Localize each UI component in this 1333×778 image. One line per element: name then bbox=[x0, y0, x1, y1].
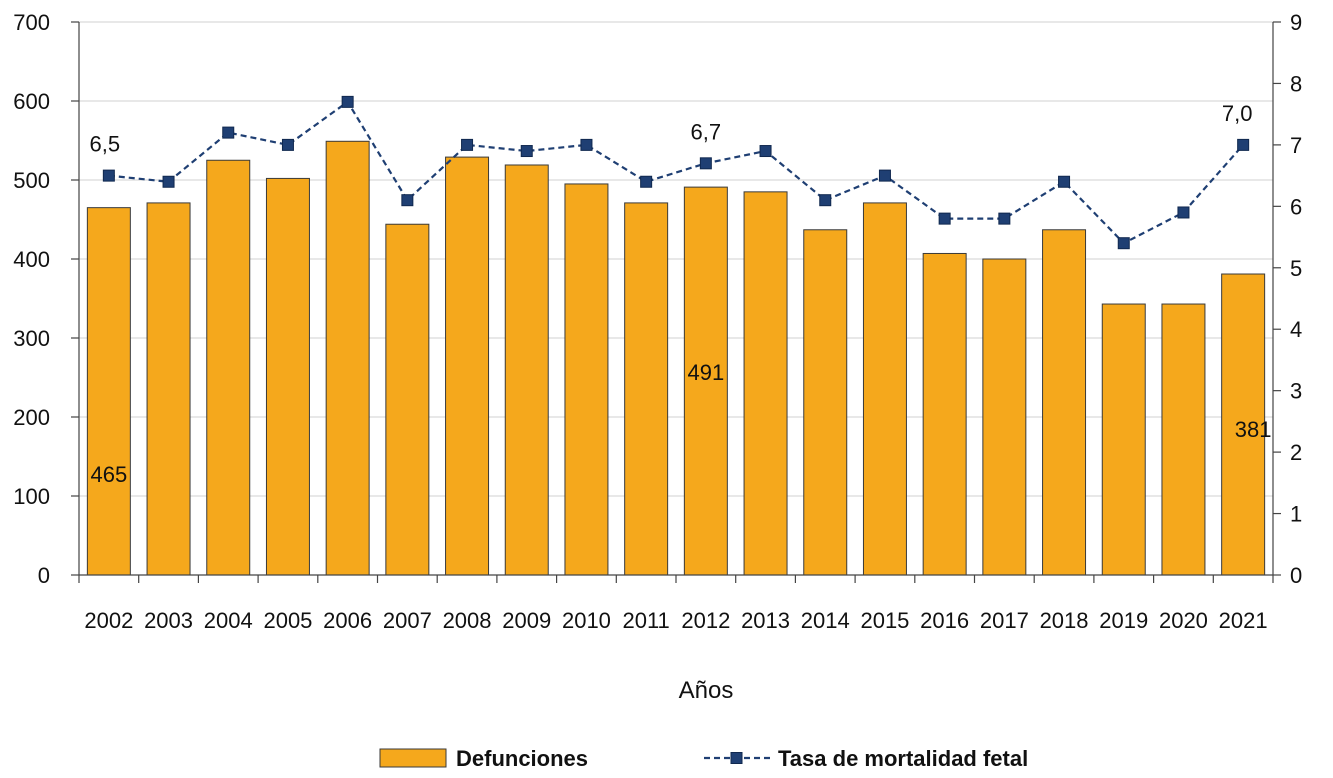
x-tick-label: 2013 bbox=[741, 608, 790, 633]
bar bbox=[1042, 229, 1087, 576]
tasa-marker bbox=[580, 138, 593, 151]
bar bbox=[146, 202, 191, 576]
x-tick-label: 2009 bbox=[502, 608, 551, 633]
left-tick-label: 500 bbox=[13, 168, 50, 193]
bar bbox=[86, 207, 131, 576]
x-tick-label: 2021 bbox=[1219, 608, 1268, 633]
right-tick-label: 5 bbox=[1290, 256, 1302, 281]
tasa-marker bbox=[102, 169, 115, 182]
x-tick-label: 2005 bbox=[263, 608, 312, 633]
tasa-marker bbox=[938, 212, 951, 225]
legend-swatch-defunciones bbox=[379, 748, 447, 768]
tasa-marker bbox=[1058, 175, 1071, 188]
data-label: 465 bbox=[90, 462, 127, 487]
x-tick-label: 2015 bbox=[860, 608, 909, 633]
tasa-marker bbox=[401, 194, 414, 207]
x-tick-label: 2003 bbox=[144, 608, 193, 633]
right-tick-label: 1 bbox=[1290, 502, 1302, 527]
x-tick-label: 2011 bbox=[622, 608, 669, 633]
x-axis-title: Años bbox=[679, 677, 734, 704]
bar bbox=[325, 140, 370, 576]
left-tick-label: 200 bbox=[13, 405, 50, 430]
bar-series-defunciones bbox=[86, 140, 1266, 576]
right-tick-label: 3 bbox=[1290, 379, 1302, 404]
left-tick-label: 300 bbox=[13, 326, 50, 351]
bar bbox=[1221, 273, 1266, 576]
x-tick-label: 2017 bbox=[980, 608, 1029, 633]
data-label: 7,0 bbox=[1222, 101, 1253, 126]
x-tick-label: 2016 bbox=[920, 608, 969, 633]
tasa-marker bbox=[281, 138, 294, 151]
bar bbox=[385, 223, 430, 576]
tasa-marker bbox=[162, 175, 175, 188]
bar bbox=[564, 183, 609, 576]
tasa-marker bbox=[759, 145, 772, 158]
tasa-marker bbox=[341, 95, 354, 108]
x-tick-label: 2007 bbox=[383, 608, 432, 633]
tasa-marker bbox=[998, 212, 1011, 225]
right-tick-label: 0 bbox=[1290, 563, 1302, 588]
left-tick-label: 600 bbox=[13, 89, 50, 114]
bar bbox=[265, 177, 310, 576]
x-tick-label: 2018 bbox=[1040, 608, 1089, 633]
data-label: 491 bbox=[687, 360, 724, 385]
legend-swatch-tasa-marker bbox=[730, 752, 743, 764]
bar bbox=[862, 202, 907, 576]
x-tick-label: 2006 bbox=[323, 608, 372, 633]
right-tick-label: 9 bbox=[1290, 10, 1302, 35]
tasa-marker bbox=[222, 126, 235, 139]
tasa-marker bbox=[461, 138, 474, 151]
data-labels: 465 491 381 6,5 6,7 7,0 bbox=[90, 101, 1272, 487]
tasa-marker bbox=[819, 194, 832, 207]
right-tick-label: 2 bbox=[1290, 440, 1302, 465]
legend: Defunciones Tasa de mortalidad fetal bbox=[379, 746, 1028, 771]
x-tick-label: 2012 bbox=[681, 608, 730, 633]
bar bbox=[982, 258, 1027, 576]
right-tick-label: 6 bbox=[1290, 194, 1302, 219]
left-tick-label: 100 bbox=[13, 484, 50, 509]
line-series-tasa bbox=[102, 95, 1250, 250]
left-tick-label: 0 bbox=[38, 563, 50, 588]
bar bbox=[803, 229, 848, 576]
x-tick-label: 2020 bbox=[1159, 608, 1208, 633]
left-tick-label: 700 bbox=[13, 10, 50, 35]
left-tick-label: 400 bbox=[13, 247, 50, 272]
data-label: 6,5 bbox=[90, 132, 121, 157]
right-tick-label: 7 bbox=[1290, 133, 1302, 158]
tasa-marker bbox=[1237, 138, 1250, 151]
right-tick-label: 4 bbox=[1290, 317, 1302, 342]
x-tick-label: 2008 bbox=[443, 608, 492, 633]
tasa-marker bbox=[1117, 237, 1130, 250]
x-tick-label: 2010 bbox=[562, 608, 611, 633]
bar bbox=[1161, 303, 1206, 576]
x-tick-label: 2014 bbox=[801, 608, 850, 633]
bar bbox=[445, 156, 490, 576]
data-label: 381 bbox=[1235, 417, 1272, 442]
tasa-marker bbox=[699, 157, 712, 170]
tasa-marker bbox=[520, 145, 533, 158]
bar bbox=[504, 164, 549, 576]
bar bbox=[1101, 303, 1146, 576]
tasa-marker bbox=[640, 175, 653, 188]
tasa-line bbox=[108, 100, 1244, 245]
tasa-marker bbox=[1177, 206, 1190, 219]
bar bbox=[743, 191, 788, 576]
bar bbox=[683, 186, 728, 576]
bar bbox=[206, 159, 251, 576]
gridlines bbox=[79, 21, 1273, 497]
tasa-marker bbox=[878, 169, 891, 182]
bar bbox=[624, 202, 669, 576]
right-tick-label: 8 bbox=[1290, 71, 1302, 96]
legend-label-tasa: Tasa de mortalidad fetal bbox=[778, 746, 1028, 771]
legend-label-defunciones: Defunciones bbox=[456, 746, 588, 771]
x-tick-label: 2019 bbox=[1099, 608, 1148, 633]
data-label: 6,7 bbox=[691, 119, 722, 144]
axes: 0 100 200 300 400 500 600 700 0 1 2 3 4 5 6 7 8 9 2002 2003… bbox=[13, 10, 1302, 633]
bar bbox=[922, 252, 967, 576]
x-tick-label: 2002 bbox=[84, 608, 133, 633]
x-tick-label: 2004 bbox=[204, 608, 253, 633]
